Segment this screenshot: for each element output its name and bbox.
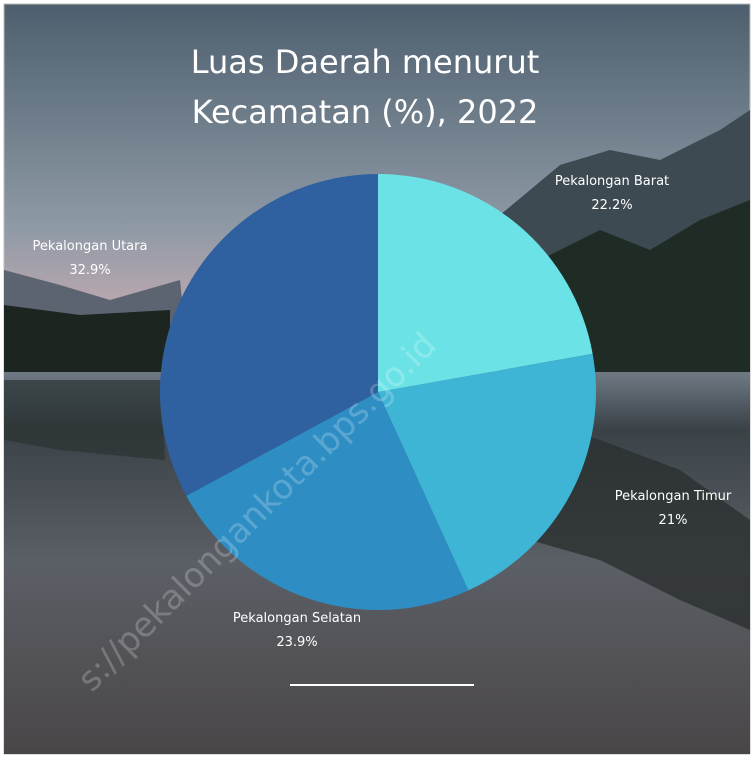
value-label: 22.2% <box>591 198 632 213</box>
chart-title: Kecamatan (%), 2022 <box>192 93 539 131</box>
pie-slice <box>378 353 596 591</box>
category-label: Pekalongan Utara <box>33 239 148 254</box>
category-label: Pekalongan Timur <box>615 489 732 504</box>
pie-slice <box>160 174 378 496</box>
title: Luas Daerah menurut Kecamatan (%), 2022 <box>191 43 540 131</box>
chart-title: Luas Daerah menurut <box>191 43 540 81</box>
value-label: 21% <box>659 513 688 528</box>
pie-slice <box>186 392 469 610</box>
category-label: Pekalongan Selatan <box>233 611 361 626</box>
data-labels: Pekalongan Barat 22.2% Pekalongan Timur 21%… <box>33 174 732 650</box>
value-label: 32.9% <box>69 263 110 278</box>
pie-slice <box>378 174 593 392</box>
pie <box>160 174 596 610</box>
value-label: 23.9% <box>276 635 317 650</box>
category-label: Pekalongan Barat <box>555 174 669 189</box>
